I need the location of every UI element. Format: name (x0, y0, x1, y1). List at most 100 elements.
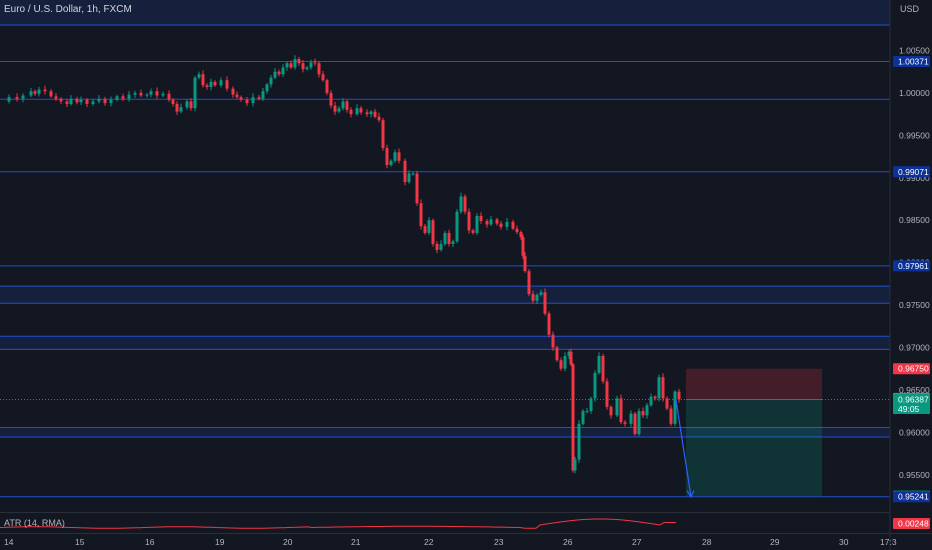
candle-body (205, 85, 209, 87)
candle-body (21, 95, 25, 99)
time-tick-label: 30 (839, 537, 849, 547)
candle-body (407, 173, 411, 183)
take-profit-zone (686, 399, 822, 497)
candle-body (589, 398, 593, 412)
projection-arrowhead (686, 490, 695, 498)
symbol-title[interactable]: Euro / U.S. Dollar, 1h, FXCM (4, 4, 132, 15)
candle-body (257, 97, 261, 99)
candle-body (489, 219, 493, 225)
candle-body (121, 96, 125, 99)
candle-body (677, 391, 681, 400)
candle-body (293, 58, 297, 68)
candle-body (645, 405, 649, 416)
candle-body (313, 62, 317, 64)
candle-body (281, 67, 285, 75)
candle-body (435, 243, 439, 250)
price-tick-label: 0.97000 (899, 342, 930, 352)
candle-body (29, 91, 33, 96)
candle-body (297, 58, 301, 64)
candle-body (471, 230, 475, 233)
candle-body (265, 84, 269, 92)
candle-body (369, 111, 373, 115)
candle-body (355, 108, 359, 115)
candle-body (519, 232, 523, 238)
candle-body (175, 103, 179, 112)
time-tick-label: 14 (4, 537, 14, 547)
candle-body (415, 173, 419, 204)
zone-rect (0, 336, 890, 350)
candle-body (85, 99, 89, 104)
candle-body (189, 101, 193, 109)
candle-body (609, 406, 613, 416)
atr-line (0, 518, 676, 529)
price-badge (893, 363, 930, 375)
candle-body (301, 63, 305, 70)
candle-body (633, 413, 637, 435)
candle-body (239, 97, 243, 100)
candle-body (171, 99, 175, 104)
candle-body (305, 67, 309, 70)
atr-label[interactable]: ATR (14, RMA) (4, 518, 65, 528)
candle-body (37, 89, 41, 94)
price-tick-label: 0.98500 (899, 215, 930, 225)
candle-body (75, 98, 79, 103)
candle-body (161, 93, 165, 96)
price-tick-label: 0.95500 (899, 470, 930, 480)
price-badge-label: 0.96387 (898, 394, 929, 404)
candle-body (377, 116, 381, 121)
candle-body (563, 355, 567, 369)
zone-rect (0, 0, 890, 26)
time-tick-label: 26 (563, 537, 573, 547)
candle-body (559, 360, 563, 369)
candle-body (251, 97, 255, 104)
time-axis[interactable]: 14 15 16 19 20 21 22 23 26 27 28 29 30 17:3 (0, 533, 932, 548)
candle-body (317, 63, 321, 75)
candle-body (325, 80, 329, 93)
candle-body (523, 255, 527, 272)
candle-body (419, 203, 423, 227)
candle-body (637, 411, 641, 435)
countdown-label: 49:05 (898, 404, 920, 414)
candle-body (167, 93, 171, 100)
price-tick-label: 0.99000 (899, 173, 930, 183)
price-badge-label: 0.99071 (898, 167, 929, 177)
candle-body (585, 411, 589, 413)
candle-body (459, 196, 463, 212)
candle-body (543, 292, 547, 314)
candle-body (535, 294, 539, 301)
horizontal-levels[interactable] (0, 24, 890, 498)
candle-body (665, 398, 669, 409)
candle-body (54, 96, 58, 99)
zone-rect (0, 286, 890, 304)
price-tick-label: 1.00500 (899, 46, 930, 56)
time-tick-label: 21 (351, 537, 361, 547)
candle-body (79, 99, 83, 103)
atr-value-badge (893, 518, 930, 529)
candle-body (597, 355, 601, 373)
candle-body (505, 221, 509, 227)
candle-body (499, 223, 503, 227)
candle-body (333, 105, 337, 112)
price-badge-label: 0.95241 (898, 492, 929, 502)
candle-body (567, 351, 571, 356)
candle-body (213, 81, 217, 86)
candle-body (103, 98, 107, 104)
candle-body (615, 398, 619, 416)
candle-body (385, 148, 389, 166)
candle-body (15, 97, 19, 99)
price-axis[interactable]: 1.005001.000000.995000.990000.985000.980… (889, 0, 930, 550)
short-position-tool[interactable] (675, 368, 822, 498)
candle-body (365, 112, 369, 115)
price-badge (893, 260, 930, 272)
candle-body (485, 221, 489, 225)
candle-body (185, 101, 189, 108)
atr-pane (0, 512, 890, 529)
candle-body (59, 98, 63, 102)
candle-body (423, 226, 427, 233)
candle-series (7, 55, 681, 474)
candle-body (577, 423, 581, 460)
candle-body (397, 152, 401, 161)
candle-body (65, 101, 69, 104)
